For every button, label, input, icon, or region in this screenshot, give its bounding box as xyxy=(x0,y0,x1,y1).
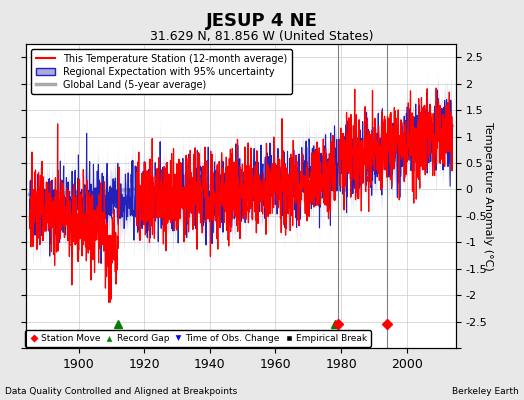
Text: 31.629 N, 81.856 W (United States): 31.629 N, 81.856 W (United States) xyxy=(150,30,374,43)
Text: Data Quality Controlled and Aligned at Breakpoints: Data Quality Controlled and Aligned at B… xyxy=(5,387,237,396)
Y-axis label: Temperature Anomaly (°C): Temperature Anomaly (°C) xyxy=(483,122,493,270)
Text: JESUP 4 NE: JESUP 4 NE xyxy=(206,12,318,30)
Text: Berkeley Earth: Berkeley Earth xyxy=(452,387,519,396)
Legend: Station Move, Record Gap, Time of Obs. Change, Empirical Break: Station Move, Record Gap, Time of Obs. C… xyxy=(26,330,370,346)
